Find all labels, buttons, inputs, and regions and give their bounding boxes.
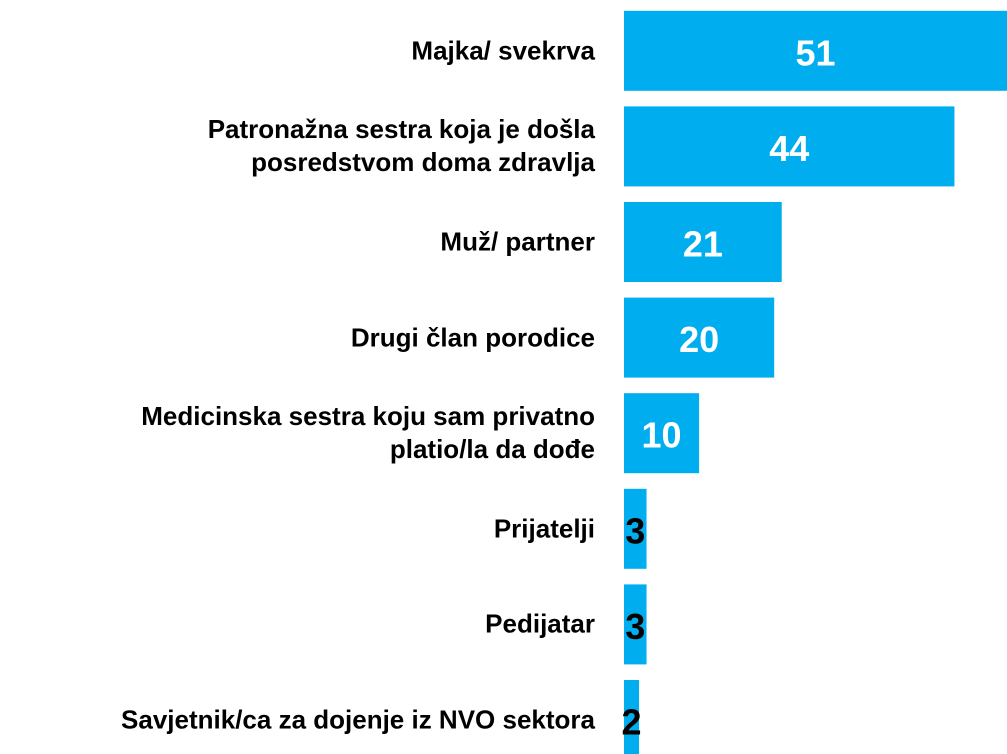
category-label: Pedijatar bbox=[485, 608, 595, 639]
data-label: 51 bbox=[795, 32, 835, 73]
bar bbox=[624, 106, 955, 187]
category-label: Medicinska sestra koju sam privatno plat… bbox=[141, 401, 595, 465]
category-label: Majka/ svekrva bbox=[411, 35, 595, 66]
bar bbox=[624, 297, 775, 378]
category-label: Muž/ partner bbox=[440, 226, 595, 257]
bar bbox=[624, 680, 640, 754]
category-label: Patronažna sestra koja je došla posredst… bbox=[207, 114, 595, 178]
bar bbox=[624, 10, 1007, 91]
data-label: 21 bbox=[683, 224, 723, 265]
bar bbox=[624, 393, 700, 474]
bar bbox=[624, 488, 647, 569]
category-label: Prijatelji bbox=[493, 513, 595, 544]
bar bbox=[624, 584, 647, 665]
category-label: Savjetnik/ca za dojenje iz NVO sektora bbox=[121, 704, 595, 735]
data-label: 20 bbox=[679, 319, 719, 360]
data-label: 3 bbox=[625, 606, 645, 647]
bar bbox=[624, 202, 782, 282]
data-label: 3 bbox=[625, 510, 645, 551]
data-label: 10 bbox=[642, 415, 682, 456]
data-label: 2 bbox=[621, 702, 641, 743]
category-label: Drugi član porodice bbox=[350, 322, 595, 353]
data-label: 44 bbox=[769, 128, 809, 169]
